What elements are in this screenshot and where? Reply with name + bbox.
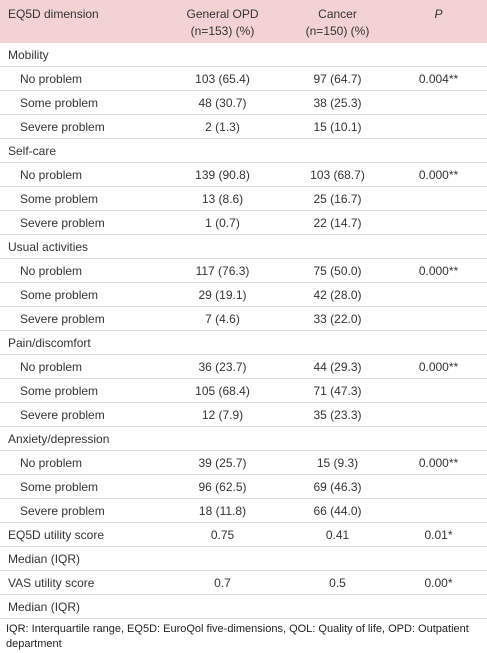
table-cell: 12 (7.9) xyxy=(201,408,244,422)
table-cell: 39 (25.7) xyxy=(198,456,247,470)
table-cell: 103 (65.4) xyxy=(195,72,250,86)
table-cell: 0.75 xyxy=(210,528,235,542)
table-cell: 0.000** xyxy=(418,456,459,470)
table-cell: 0.000** xyxy=(418,360,459,374)
table-row: Some problem 13 (8.6) 25 (16.7) xyxy=(0,187,487,211)
table-cell: 0.5 xyxy=(329,576,346,590)
table-cell: 7 (4.6) xyxy=(205,312,240,326)
table-cell: 38 (25.3) xyxy=(313,96,362,110)
row-label: No problem xyxy=(20,168,83,182)
table-cell: 1 (0.7) xyxy=(205,216,240,230)
table-cell: 69 (46.3) xyxy=(313,480,362,494)
table-row: Median (IQR) xyxy=(0,547,487,571)
table-cell: 35 (23.3) xyxy=(313,408,362,422)
row-label: Some problem xyxy=(20,96,99,110)
section-label: Pain/discomfort xyxy=(8,336,91,350)
header-cell: P xyxy=(434,7,443,21)
table-row: Median (IQR) xyxy=(0,595,487,619)
table-cell: 75 (50.0) xyxy=(313,264,362,278)
table-cell: 0.01* xyxy=(424,528,453,542)
row-label: Some problem xyxy=(20,480,99,494)
table-cell: 71 (47.3) xyxy=(313,384,362,398)
table-row: Severe problem 18 (11.8) 66 (44.0) xyxy=(0,499,487,523)
table-cell: 139 (90.8) xyxy=(195,168,250,182)
table-cell: 33 (22.0) xyxy=(313,312,362,326)
table-cell: 105 (68.4) xyxy=(195,384,250,398)
table-header: EQ5D dimension General OPD (n=153) (%) C… xyxy=(0,0,487,43)
section-row: Pain/discomfort xyxy=(0,331,487,355)
header-cell: (n=153) (%) xyxy=(190,24,255,38)
table-row: No problem 39 (25.7) 15 (9.3) 0.000** xyxy=(0,451,487,475)
table-row: No problem 139 (90.8) 103 (68.7) 0.000** xyxy=(0,163,487,187)
header-cell: (n=150) (%) xyxy=(305,24,370,38)
table-cell: 0.004** xyxy=(418,72,459,86)
table-cell: 117 (76.3) xyxy=(195,264,250,278)
table-row: Some problem 48 (30.7) 38 (25.3) xyxy=(0,91,487,115)
table-cell: 103 (68.7) xyxy=(310,168,365,182)
row-label: Severe problem xyxy=(20,408,105,422)
footnote: IQR: Interquartile range, EQ5D: EuroQol … xyxy=(6,623,469,650)
table-cell: 36 (23.7) xyxy=(198,360,247,374)
table-cell: 0.000** xyxy=(418,264,459,278)
row-label: Some problem xyxy=(20,384,99,398)
table-cell: 42 (28.0) xyxy=(313,288,362,302)
table-cell: 15 (9.3) xyxy=(316,456,359,470)
row-label: Severe problem xyxy=(20,216,105,230)
row-label: No problem xyxy=(20,72,83,86)
row-label: Severe problem xyxy=(20,312,105,326)
table-row: No problem 117 (76.3) 75 (50.0) 0.000** xyxy=(0,259,487,283)
table-cell: 2 (1.3) xyxy=(205,120,240,134)
section-label: Anxiety/depression xyxy=(8,432,110,446)
table-cell: 96 (62.5) xyxy=(198,480,247,494)
row-label: Some problem xyxy=(20,192,99,206)
section-row: Self-care xyxy=(0,139,487,163)
header-cell: Cancer xyxy=(318,7,357,21)
table-row: Severe problem 1 (0.7) 22 (14.7) xyxy=(0,211,487,235)
section-row: Anxiety/depression xyxy=(0,427,487,451)
section-label: Mobility xyxy=(8,48,49,62)
row-label: Some problem xyxy=(20,288,99,302)
table-cell: 0.000** xyxy=(418,168,459,182)
table-cell: 44 (29.3) xyxy=(313,360,362,374)
table-row: Severe problem 2 (1.3) 15 (10.1) xyxy=(0,115,487,139)
table-cell: 48 (30.7) xyxy=(198,96,247,110)
row-label: Median (IQR) xyxy=(8,552,81,566)
row-label: VAS utility score xyxy=(8,576,95,590)
table-row: Some problem 29 (19.1) 42 (28.0) xyxy=(0,283,487,307)
section-label: Self-care xyxy=(8,144,57,158)
table-cell: 97 (64.7) xyxy=(313,72,362,86)
table-row: Severe problem 7 (4.6) 33 (22.0) xyxy=(0,307,487,331)
table-row: Severe problem 12 (7.9) 35 (23.3) xyxy=(0,403,487,427)
table-row: No problem 36 (23.7) 44 (29.3) 0.000** xyxy=(0,355,487,379)
section-row: Usual activities xyxy=(0,235,487,259)
table-cell: 18 (11.8) xyxy=(198,504,247,518)
row-label: Severe problem xyxy=(20,504,105,518)
row-label: No problem xyxy=(20,456,83,470)
row-label: Severe problem xyxy=(20,120,105,134)
table-cell: 0.00* xyxy=(424,576,453,590)
table-row: No problem 103 (65.4) 97 (64.7) 0.004** xyxy=(0,67,487,91)
header-cell: EQ5D dimension xyxy=(8,7,99,21)
row-label: No problem xyxy=(20,264,83,278)
section-label: Usual activities xyxy=(8,240,89,254)
table-cell: 0.41 xyxy=(325,528,350,542)
table-cell: 0.7 xyxy=(214,576,231,590)
table-cell: 22 (14.7) xyxy=(313,216,362,230)
row-label: Median (IQR) xyxy=(8,600,81,614)
table-cell: 15 (10.1) xyxy=(313,120,362,134)
table-cell: 13 (8.6) xyxy=(201,192,244,206)
row-label: EQ5D utility score xyxy=(8,528,105,542)
table-row: Some problem 96 (62.5) 69 (46.3) xyxy=(0,475,487,499)
row-label: No problem xyxy=(20,360,83,374)
header-cell: General OPD xyxy=(186,7,259,21)
table-cell: 66 (44.0) xyxy=(313,504,362,518)
table-cell: 25 (16.7) xyxy=(313,192,362,206)
table-row: Some problem 105 (68.4) 71 (47.3) xyxy=(0,379,487,403)
table-row: VAS utility score 0.7 0.5 0.00* xyxy=(0,571,487,595)
table-cell: 29 (19.1) xyxy=(198,288,247,302)
section-row: Mobility xyxy=(0,43,487,67)
table-row: EQ5D utility score 0.75 0.41 0.01* xyxy=(0,523,487,547)
